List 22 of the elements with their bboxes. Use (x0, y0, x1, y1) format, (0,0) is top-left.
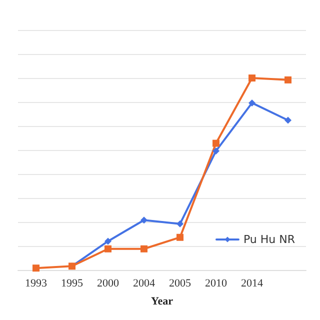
x-tick-label: 2004 (133, 278, 156, 290)
point (104, 245, 112, 252)
x-tick-label: 2005 (169, 278, 192, 290)
point (212, 140, 220, 147)
x-axis-title: Year (151, 296, 174, 308)
x-tick-label: 1995 (61, 278, 84, 290)
x-tick-label: 2000 (97, 278, 120, 290)
point (104, 238, 112, 245)
point (176, 220, 184, 228)
legend-label: Pu Hu NR (243, 233, 296, 246)
point (248, 99, 256, 106)
point (140, 245, 148, 252)
point (248, 74, 256, 82)
point (140, 216, 148, 224)
point (176, 234, 184, 241)
point (212, 147, 220, 154)
point (32, 264, 40, 272)
point (284, 116, 292, 124)
x-tick-label: 1993 (25, 278, 48, 290)
x-tick-label: 2014 (241, 278, 264, 290)
point (284, 76, 292, 84)
x-tick-label: 2010 (205, 278, 228, 290)
